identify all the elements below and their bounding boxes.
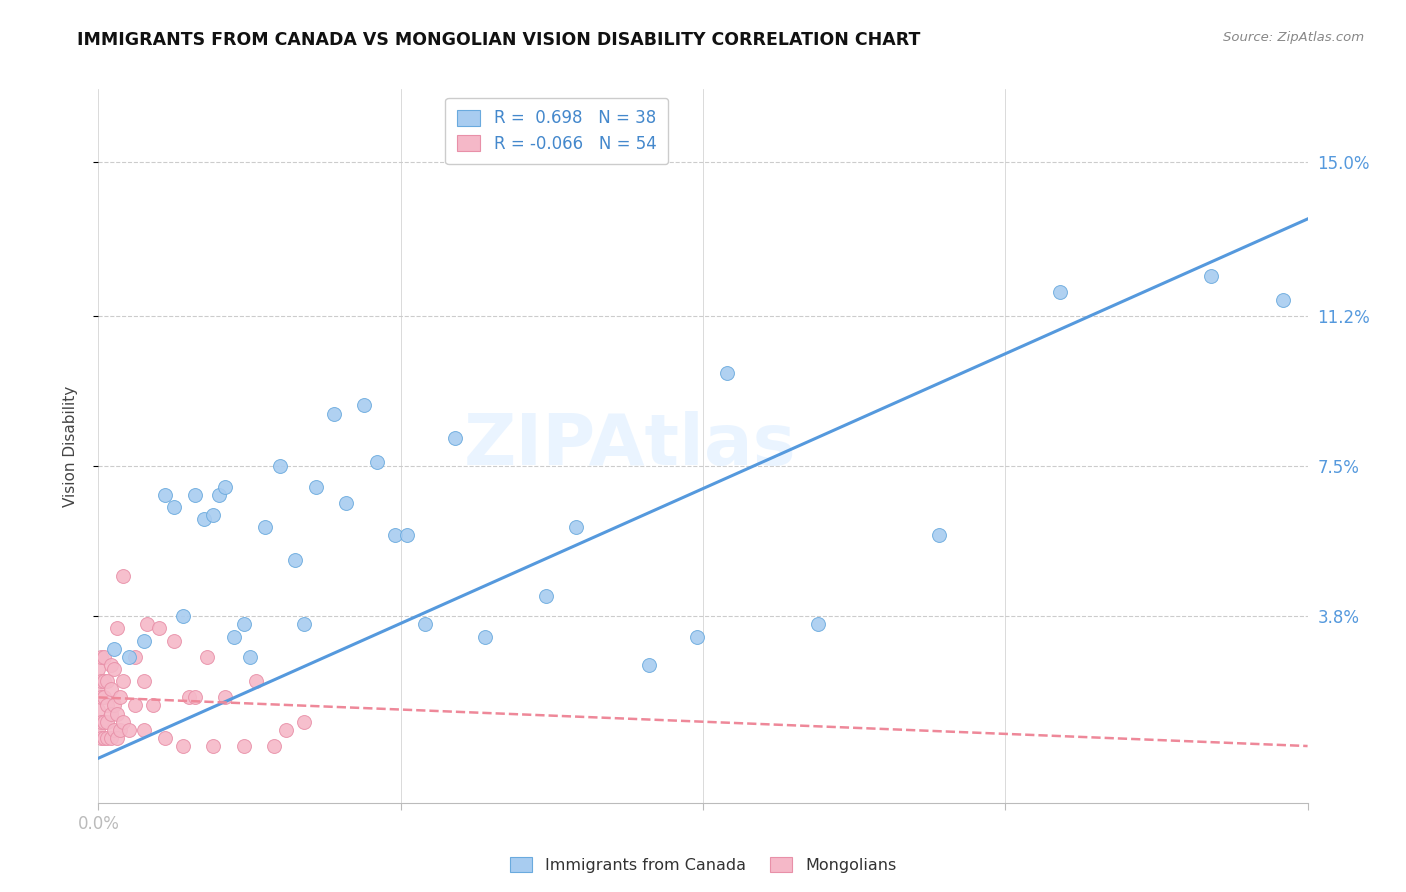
Point [163, 500, 186, 514]
Text: ZIPAtlas: ZIPAtlas [464, 411, 797, 481]
Text: Source: ZipAtlas.com: Source: ZipAtlas.com [1223, 31, 1364, 45]
Point [305, 479, 328, 493]
Point [100, 731, 122, 745]
Point [87, 702, 110, 716]
Point [184, 488, 207, 502]
Point [184, 690, 207, 705]
Point [87, 682, 110, 697]
Point [1199, 268, 1222, 283]
Point [132, 633, 155, 648]
Point [100, 682, 122, 697]
Legend: R =  0.698   N = 38, R = -0.066   N = 54: R = 0.698 N = 38, R = -0.066 N = 54 [446, 97, 668, 164]
Point [111, 568, 134, 582]
Point [90, 649, 112, 664]
Point [90, 714, 112, 729]
Point [105, 622, 128, 636]
Point [263, 739, 285, 753]
Point [534, 589, 557, 603]
Point [323, 407, 346, 421]
Point [93, 731, 115, 745]
Point [108, 690, 131, 705]
Point [93, 714, 115, 729]
Point [103, 662, 125, 676]
Point [224, 630, 246, 644]
Point [1272, 293, 1295, 307]
Point [96, 731, 118, 745]
Point [105, 731, 128, 745]
Point [103, 723, 125, 737]
Point [111, 674, 134, 689]
Point [208, 488, 231, 502]
Point [93, 649, 115, 664]
Legend: Immigrants from Canada, Mongolians: Immigrants from Canada, Mongolians [503, 851, 903, 880]
Point [366, 455, 388, 469]
Point [214, 690, 236, 705]
Point [335, 496, 357, 510]
Point [232, 739, 254, 753]
Point [716, 366, 738, 380]
Point [153, 488, 176, 502]
Point [90, 674, 112, 689]
Point [90, 731, 112, 745]
Point [96, 674, 118, 689]
Point [132, 723, 155, 737]
Point [132, 674, 155, 689]
Point [111, 714, 134, 729]
Point [172, 609, 194, 624]
Point [172, 739, 194, 753]
Point [214, 479, 236, 493]
Point [163, 633, 186, 648]
Point [153, 731, 176, 745]
Point [444, 431, 467, 445]
Point [93, 690, 115, 705]
Point [193, 512, 215, 526]
Point [135, 617, 157, 632]
Point [103, 698, 125, 713]
Point [284, 552, 307, 566]
Point [108, 723, 131, 737]
Point [195, 649, 218, 664]
Point [274, 723, 297, 737]
Point [686, 630, 709, 644]
Point [142, 698, 165, 713]
Text: IMMIGRANTS FROM CANADA VS MONGOLIAN VISION DISABILITY CORRELATION CHART: IMMIGRANTS FROM CANADA VS MONGOLIAN VISI… [77, 31, 921, 49]
Point [637, 657, 659, 672]
Point [100, 657, 122, 672]
Point [96, 714, 118, 729]
Point [245, 674, 267, 689]
Point [474, 630, 496, 644]
Point [96, 698, 118, 713]
Point [253, 520, 276, 534]
Point [239, 649, 262, 664]
Point [124, 649, 146, 664]
Point [1049, 285, 1071, 299]
Point [202, 508, 225, 522]
Point [202, 739, 225, 753]
Point [292, 714, 315, 729]
Point [90, 690, 112, 705]
Point [292, 617, 315, 632]
Point [87, 662, 110, 676]
Point [118, 723, 141, 737]
Point [232, 617, 254, 632]
Point [87, 723, 110, 737]
Point [565, 520, 588, 534]
Point [93, 674, 115, 689]
Point [124, 698, 146, 713]
Point [148, 622, 170, 636]
Point [179, 690, 201, 705]
Point [928, 528, 950, 542]
Point [353, 399, 375, 413]
Point [118, 649, 141, 664]
Point [105, 706, 128, 721]
Point [103, 641, 125, 656]
Y-axis label: Vision Disability: Vision Disability [63, 385, 77, 507]
Point [384, 528, 406, 542]
Point [807, 617, 830, 632]
Point [395, 528, 418, 542]
Point [269, 459, 291, 474]
Point [100, 706, 122, 721]
Point [413, 617, 436, 632]
